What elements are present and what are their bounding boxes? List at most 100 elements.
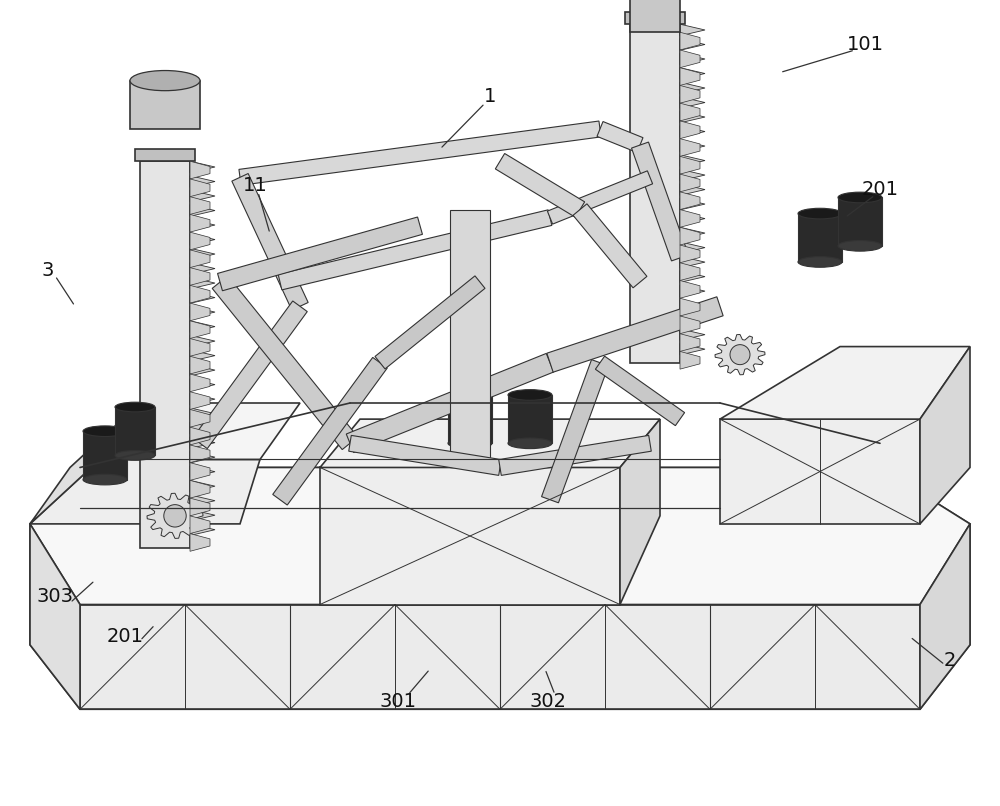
Ellipse shape <box>448 389 492 401</box>
Polygon shape <box>680 32 700 50</box>
Polygon shape <box>680 210 700 227</box>
Polygon shape <box>190 321 210 339</box>
Polygon shape <box>630 24 680 363</box>
Polygon shape <box>190 350 215 361</box>
Polygon shape <box>632 142 688 261</box>
Polygon shape <box>680 50 700 68</box>
Polygon shape <box>715 334 765 375</box>
Ellipse shape <box>508 438 552 449</box>
Polygon shape <box>680 343 705 355</box>
Polygon shape <box>190 534 210 551</box>
Polygon shape <box>190 408 215 419</box>
Polygon shape <box>218 217 422 291</box>
Polygon shape <box>190 292 215 303</box>
Polygon shape <box>30 467 970 604</box>
Polygon shape <box>680 300 705 311</box>
Polygon shape <box>30 459 260 524</box>
Polygon shape <box>135 149 195 161</box>
Polygon shape <box>680 351 700 369</box>
Polygon shape <box>115 407 155 455</box>
Polygon shape <box>190 516 210 534</box>
Polygon shape <box>680 103 700 121</box>
Polygon shape <box>190 509 215 521</box>
Polygon shape <box>190 306 215 318</box>
Polygon shape <box>30 524 80 709</box>
Polygon shape <box>680 82 705 93</box>
Ellipse shape <box>798 256 842 268</box>
Polygon shape <box>680 140 705 152</box>
Ellipse shape <box>130 71 200 91</box>
Polygon shape <box>190 463 210 480</box>
Polygon shape <box>680 263 700 280</box>
Polygon shape <box>100 403 300 459</box>
Polygon shape <box>190 161 210 179</box>
Polygon shape <box>190 263 215 274</box>
Text: 3: 3 <box>42 260 54 280</box>
Ellipse shape <box>115 451 155 460</box>
Polygon shape <box>680 242 705 253</box>
Polygon shape <box>190 161 215 172</box>
Text: 1: 1 <box>484 87 496 106</box>
Text: 2: 2 <box>944 651 956 671</box>
Polygon shape <box>190 356 210 374</box>
Polygon shape <box>190 179 210 197</box>
Polygon shape <box>680 156 700 174</box>
Ellipse shape <box>838 240 882 251</box>
Polygon shape <box>147 493 203 538</box>
Polygon shape <box>190 190 215 202</box>
Polygon shape <box>190 393 215 405</box>
Polygon shape <box>680 68 700 85</box>
Polygon shape <box>212 276 358 450</box>
Polygon shape <box>273 357 387 505</box>
Polygon shape <box>680 24 705 35</box>
Text: 101: 101 <box>846 35 884 54</box>
Polygon shape <box>190 248 215 260</box>
Polygon shape <box>680 169 705 181</box>
Polygon shape <box>680 39 705 50</box>
Polygon shape <box>190 268 210 285</box>
Polygon shape <box>80 604 920 709</box>
Ellipse shape <box>115 402 155 412</box>
Circle shape <box>730 345 750 364</box>
Polygon shape <box>680 85 700 103</box>
Polygon shape <box>680 68 705 79</box>
Polygon shape <box>625 12 685 24</box>
Polygon shape <box>190 445 210 463</box>
Polygon shape <box>190 392 210 409</box>
Polygon shape <box>190 232 210 250</box>
Polygon shape <box>278 210 552 290</box>
Polygon shape <box>450 210 490 467</box>
Polygon shape <box>680 174 700 192</box>
Polygon shape <box>680 184 705 195</box>
Ellipse shape <box>83 474 127 485</box>
Polygon shape <box>680 97 705 108</box>
Polygon shape <box>83 431 127 480</box>
Ellipse shape <box>83 426 127 437</box>
Polygon shape <box>595 356 685 426</box>
Text: 201: 201 <box>862 180 898 199</box>
Polygon shape <box>680 314 705 326</box>
Polygon shape <box>190 321 215 332</box>
Polygon shape <box>320 467 620 604</box>
Polygon shape <box>680 245 700 263</box>
Polygon shape <box>680 53 705 64</box>
Polygon shape <box>720 419 920 524</box>
Polygon shape <box>680 227 705 239</box>
Polygon shape <box>680 155 705 166</box>
Polygon shape <box>190 197 210 214</box>
Polygon shape <box>499 435 651 476</box>
Polygon shape <box>140 161 190 548</box>
Polygon shape <box>798 214 842 262</box>
Polygon shape <box>190 303 210 321</box>
Polygon shape <box>542 359 608 503</box>
Polygon shape <box>190 374 210 392</box>
Polygon shape <box>190 339 210 356</box>
Text: 11: 11 <box>243 176 267 195</box>
Polygon shape <box>190 524 215 535</box>
Polygon shape <box>838 197 882 246</box>
Polygon shape <box>495 153 585 218</box>
Polygon shape <box>320 419 660 467</box>
Polygon shape <box>630 0 680 32</box>
Polygon shape <box>346 353 554 453</box>
Polygon shape <box>190 409 210 427</box>
